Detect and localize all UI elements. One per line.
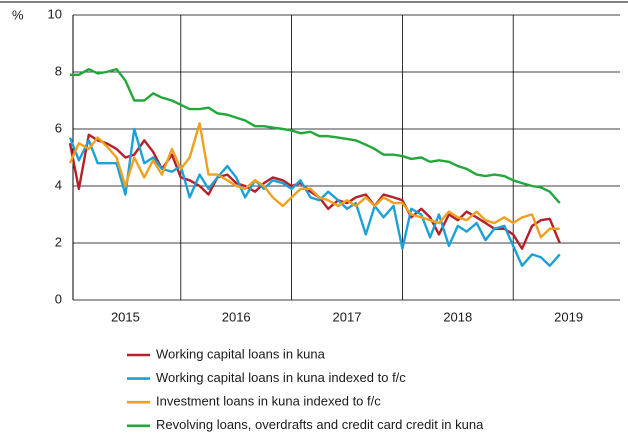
y-tick-label: 2: [55, 234, 62, 249]
x-tick-label: 2015: [111, 309, 140, 324]
x-tick-label: 2017: [333, 309, 362, 324]
legend-label: Revolving loans, overdrafts and credit c…: [156, 417, 484, 432]
series-line: [68, 122, 560, 239]
y-axis-label: %: [12, 7, 24, 22]
x-tick-label: 2019: [554, 309, 583, 324]
y-tick-label: 4: [55, 177, 62, 192]
series-line: [68, 127, 561, 267]
x-tick-label: 2018: [443, 309, 472, 324]
y-tick-label: 6: [55, 120, 62, 135]
y-tick-label: 0: [55, 291, 62, 306]
legend-label: Investment loans in kuna indexed to f/c: [156, 394, 381, 409]
x-tick-label: 2016: [222, 309, 251, 324]
y-tick-label: 10: [48, 6, 62, 21]
legend-label: Working capital loans in kuna: [156, 346, 326, 361]
y-tick-label: 8: [55, 63, 62, 78]
series-line: [70, 67, 561, 204]
legend-label: Working capital loans in kuna indexed to…: [156, 370, 406, 385]
